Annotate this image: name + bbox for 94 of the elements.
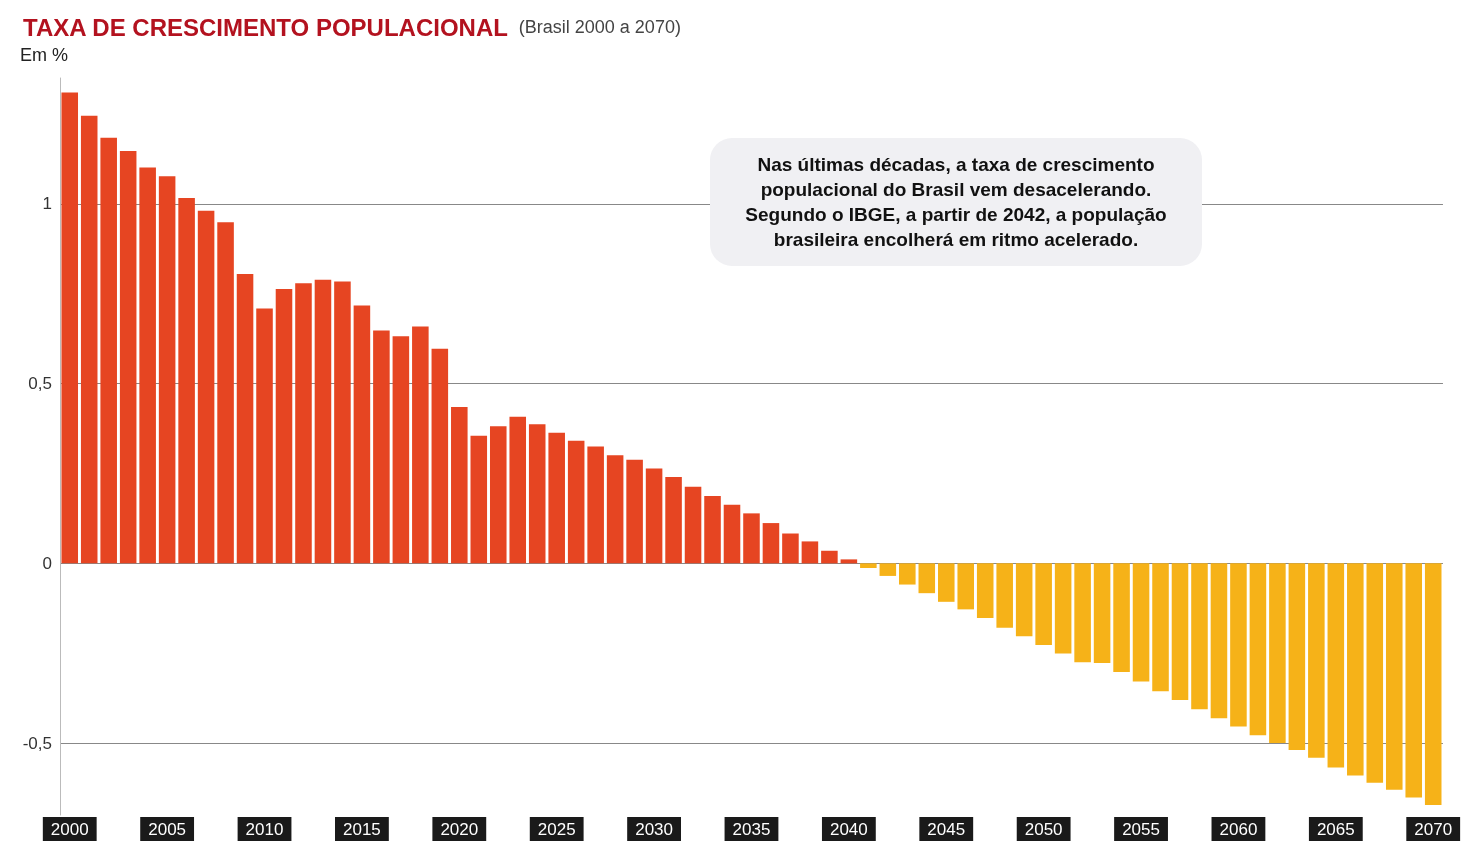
y-tick-label: 1 <box>42 194 52 214</box>
bar <box>334 281 351 564</box>
bar <box>1074 563 1091 663</box>
x-tick-label: 2055 <box>1122 820 1160 839</box>
bar <box>1152 563 1169 692</box>
x-tick-label: 2035 <box>732 820 771 839</box>
x-tick-label: 2020 <box>440 820 479 839</box>
x-tick-label: 2010 <box>245 820 284 839</box>
x-tick-label: 2030 <box>635 820 673 839</box>
bar <box>1054 563 1072 654</box>
bar <box>1385 563 1403 790</box>
bar <box>412 326 429 564</box>
bar <box>431 348 449 564</box>
bar <box>489 426 507 564</box>
bar <box>1249 563 1267 736</box>
chart-title: TAXA DE CRESCIMENTO POPULACIONAL <box>23 13 508 41</box>
bar <box>1347 563 1364 776</box>
bar <box>61 92 79 564</box>
bar <box>782 533 799 564</box>
bar <box>937 563 955 602</box>
bar <box>178 198 195 564</box>
bar <box>665 477 682 564</box>
y-axis-title: Em % <box>20 45 69 65</box>
x-tick-label: 2000 <box>50 820 89 839</box>
y-tick-label: 0 <box>42 553 52 573</box>
bar <box>100 137 117 564</box>
bar <box>139 167 156 564</box>
y-tick-label: 0,5 <box>28 374 52 394</box>
bar <box>548 432 565 564</box>
bar <box>899 563 916 585</box>
bar <box>1113 563 1130 672</box>
bar <box>392 336 410 564</box>
x-tick-label: 2025 <box>537 820 576 839</box>
bar <box>1288 563 1306 750</box>
bar <box>1132 563 1150 682</box>
bar <box>1093 563 1111 663</box>
bar <box>1230 563 1247 727</box>
bar <box>1171 563 1189 700</box>
bar <box>470 435 488 564</box>
bar <box>1405 563 1423 798</box>
bar <box>996 563 1013 628</box>
bar <box>1366 563 1384 783</box>
bar <box>606 455 624 564</box>
x-tick-label: 2050 <box>1024 820 1063 839</box>
bar <box>509 416 527 564</box>
bar <box>1424 563 1442 805</box>
bar <box>314 279 332 564</box>
bar <box>158 176 176 564</box>
bar <box>217 222 234 564</box>
x-tick-label: 2045 <box>927 820 966 839</box>
x-tick-label: 2040 <box>829 820 868 839</box>
bar <box>119 150 137 564</box>
bar <box>684 486 702 564</box>
x-tick-label: 2065 <box>1316 820 1355 839</box>
bar <box>821 550 838 564</box>
bar <box>353 305 371 564</box>
bar <box>743 513 760 564</box>
bar <box>723 504 741 564</box>
bar <box>1210 563 1228 719</box>
bar <box>275 289 293 564</box>
bar <box>197 210 215 564</box>
bar <box>626 459 643 564</box>
bar <box>762 523 780 564</box>
x-tick-label: 2060 <box>1219 820 1258 839</box>
bar <box>236 273 254 564</box>
bar <box>373 330 390 564</box>
bar <box>1269 563 1286 744</box>
bar <box>1191 563 1208 710</box>
bar <box>1015 563 1033 637</box>
bar <box>840 559 858 564</box>
x-tick-label: 2005 <box>148 820 187 839</box>
bar <box>528 424 546 564</box>
bar <box>957 563 975 610</box>
bar <box>801 541 819 564</box>
bar <box>645 468 663 564</box>
bar <box>976 563 994 618</box>
bar <box>256 308 273 564</box>
x-tick-label: 2070 <box>1414 820 1453 839</box>
bar <box>567 440 585 564</box>
chart-subtitle: (Brasil 2000 a 2070) <box>518 17 681 37</box>
bar <box>1035 563 1052 645</box>
bar <box>80 115 98 564</box>
bar <box>1327 563 1345 768</box>
note-box: Nas últimas décadas, a taxa de crescimento populacional do Brasil vem desacelerando. Segundo o IBGE, a partir de 2042, a população brasileira encolherá em ritmo acelerado. <box>710 138 1202 266</box>
x-tick-label: 2015 <box>343 820 381 839</box>
bar <box>879 563 897 576</box>
bar <box>451 406 468 564</box>
bar <box>860 563 877 569</box>
bar <box>295 283 312 564</box>
y-tick-label: -0,5 <box>22 733 52 753</box>
bar <box>1308 563 1325 758</box>
bar <box>587 446 604 564</box>
bar <box>704 496 721 564</box>
bar <box>918 563 936 594</box>
